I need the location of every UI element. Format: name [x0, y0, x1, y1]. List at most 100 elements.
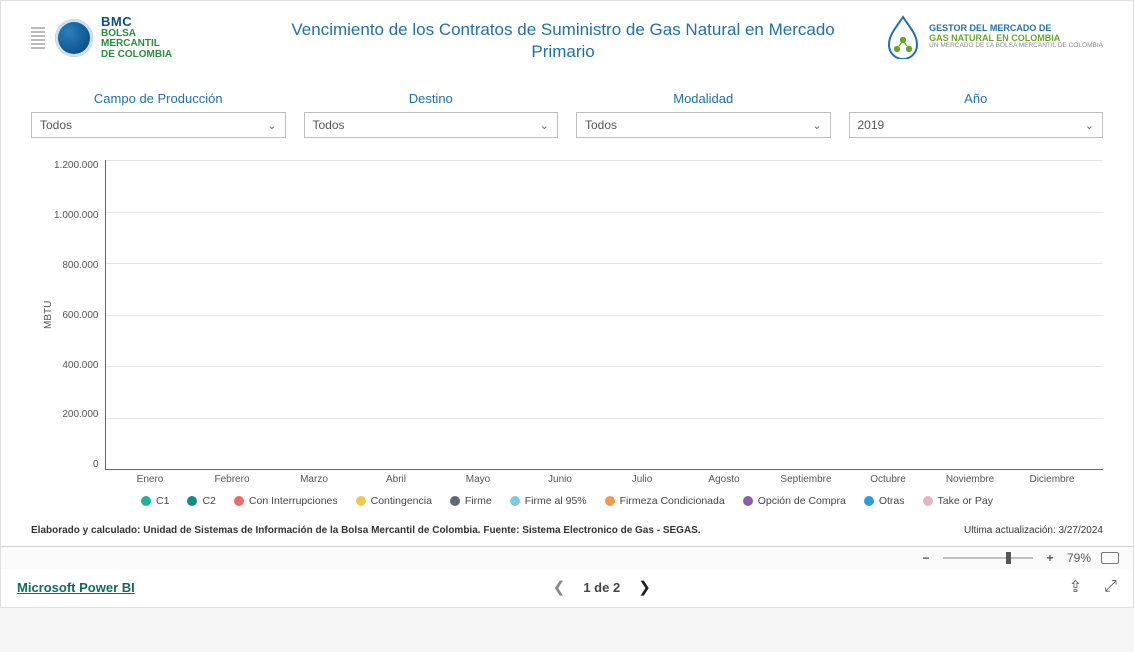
legend-label: Otras — [879, 495, 905, 507]
chevron-down-icon: ⌄ — [267, 119, 276, 132]
filter-campo-select[interactable]: Todos ⌄ — [31, 112, 286, 138]
filter-ano: Año 2019 ⌄ — [849, 91, 1104, 138]
page-indicator: 1 de 2 — [583, 580, 620, 595]
y-tick: 1.000.000 — [54, 210, 99, 221]
footer: Elaborado y calculado: Unidad de Sistema… — [31, 525, 1103, 536]
gridline — [106, 315, 1104, 316]
legend-item-firme95[interactable]: Firme al 95% — [510, 495, 587, 507]
legend-item-firme[interactable]: Firme — [450, 495, 492, 507]
legend-label: Take or Pay — [938, 495, 993, 507]
chart: MBTU 1.200.000 1.000.000 800.000 600.000 400… — [31, 160, 1103, 470]
legend-item-otras[interactable]: Otras — [864, 495, 905, 507]
legend-label: C1 — [156, 495, 169, 507]
bmc-line1: BMC — [101, 15, 172, 29]
zoom-out-button[interactable]: − — [919, 551, 933, 565]
nav-actions: ⇪ ⤢ — [1069, 577, 1117, 597]
gridline — [106, 160, 1104, 161]
filter-ano-label: Año — [964, 91, 987, 106]
zoom-in-button[interactable]: + — [1043, 551, 1057, 565]
x-tick: Marzo — [273, 474, 355, 485]
x-tick: Octubre — [847, 474, 929, 485]
gestor-line3: UN MERCADO DE LA BOLSA MERCANTIL DE COLO… — [929, 43, 1103, 50]
legend-swatch — [605, 496, 615, 506]
y-axis-ticks: 1.200.000 1.000.000 800.000 600.000 400.000 2… — [54, 160, 105, 470]
legend-label: Contingencia — [371, 495, 432, 507]
gestor-logo: GESTOR DEL MERCADO DE GAS NATURAL EN COL… — [885, 15, 1103, 59]
legend-item-opcion[interactable]: Opción de Compra — [743, 495, 846, 507]
legend-item-conting[interactable]: Contingencia — [356, 495, 432, 507]
x-tick: Agosto — [683, 474, 765, 485]
bottom-nav: Microsoft Power BI ❮ 1 de 2 ❯ ⇪ ⤢ — [1, 569, 1133, 607]
chevron-down-icon: ⌄ — [540, 119, 549, 132]
filter-destino-select[interactable]: Todos ⌄ — [304, 112, 559, 138]
filter-destino-value: Todos — [313, 118, 345, 132]
filter-modalidad: Modalidad Todos ⌄ — [576, 91, 831, 138]
last-updated: Ultima actualización: 3/27/2024 — [964, 525, 1103, 536]
x-tick: Diciembre — [1011, 474, 1093, 485]
gas-drop-icon — [885, 15, 921, 59]
legend-swatch — [923, 496, 933, 506]
legend-label: Opción de Compra — [758, 495, 846, 507]
share-icon[interactable]: ⇪ — [1069, 577, 1082, 597]
legend-item-interrup[interactable]: Con Interrupciones — [234, 495, 338, 507]
legend-label: C2 — [202, 495, 215, 507]
prev-page-button[interactable]: ❮ — [553, 578, 566, 596]
y-tick: 600.000 — [54, 310, 99, 321]
legend-item-c2[interactable]: C2 — [187, 495, 215, 507]
zoom-thumb[interactable] — [1006, 552, 1011, 564]
y-tick: 800.000 — [54, 260, 99, 271]
filter-modalidad-value: Todos — [585, 118, 617, 132]
filter-campo: Campo de Producción Todos ⌄ — [31, 91, 286, 138]
y-tick: 400.000 — [54, 360, 99, 371]
y-tick: 200.000 — [54, 409, 99, 420]
legend-swatch — [356, 496, 366, 506]
fit-to-page-button[interactable] — [1101, 552, 1119, 564]
bmc-stripes-icon — [31, 27, 45, 49]
y-tick: 0 — [54, 459, 99, 470]
header: BMC BOLSA MERCANTIL DE COLOMBIA Vencimie… — [31, 15, 1103, 63]
y-axis-label: MBTU — [39, 160, 54, 470]
legend-label: Con Interrupciones — [249, 495, 338, 507]
x-tick: Mayo — [437, 474, 519, 485]
filter-destino-label: Destino — [409, 91, 453, 106]
legend-item-firmcond[interactable]: Firmeza Condicionada — [605, 495, 725, 507]
bmc-globe-icon — [55, 19, 93, 57]
next-page-button[interactable]: ❯ — [638, 578, 651, 596]
chevron-down-icon: ⌄ — [1085, 119, 1094, 132]
filter-campo-label: Campo de Producción — [94, 91, 223, 106]
x-axis: EneroFebreroMarzoAbrilMayoJunioJulioAgos… — [31, 474, 1103, 485]
plot-area — [105, 160, 1104, 470]
legend-item-takeorpay[interactable]: Take or Pay — [923, 495, 993, 507]
y-tick: 1.200.000 — [54, 160, 99, 171]
fullscreen-icon[interactable]: ⤢ — [1104, 578, 1117, 596]
legend-swatch — [234, 496, 244, 506]
gridline — [106, 263, 1104, 264]
filter-ano-value: 2019 — [858, 118, 885, 132]
legend-item-c1[interactable]: C1 — [141, 495, 169, 507]
x-tick: Junio — [519, 474, 601, 485]
filter-modalidad-select[interactable]: Todos ⌄ — [576, 112, 831, 138]
legend-swatch — [743, 496, 753, 506]
filter-destino: Destino Todos ⌄ — [304, 91, 559, 138]
zoom-percent: 79% — [1067, 551, 1091, 565]
zoom-bar: − + 79% — [1, 546, 1133, 569]
powerbi-link[interactable]: Microsoft Power BI — [17, 580, 135, 595]
pager: ❮ 1 de 2 ❯ — [553, 578, 651, 596]
filter-campo-value: Todos — [40, 118, 72, 132]
filters-row: Campo de Producción Todos ⌄ Destino Todo… — [31, 91, 1103, 138]
legend-label: Firmeza Condicionada — [620, 495, 725, 507]
x-tick: Enero — [109, 474, 191, 485]
legend-label: Firme al 95% — [525, 495, 587, 507]
filter-modalidad-label: Modalidad — [673, 91, 733, 106]
x-tick: Noviembre — [929, 474, 1011, 485]
x-tick: Abril — [355, 474, 437, 485]
filter-ano-select[interactable]: 2019 ⌄ — [849, 112, 1104, 138]
chevron-down-icon: ⌄ — [812, 119, 821, 132]
gridline — [106, 418, 1104, 419]
zoom-slider[interactable] — [943, 557, 1033, 559]
legend-swatch — [450, 496, 460, 506]
page-title: Vencimiento de los Contratos de Suminist… — [261, 15, 865, 63]
gridline — [106, 366, 1104, 367]
source-text: Elaborado y calculado: Unidad de Sistema… — [31, 525, 701, 536]
report-inner: BMC BOLSA MERCANTIL DE COLOMBIA Vencimie… — [1, 1, 1133, 546]
